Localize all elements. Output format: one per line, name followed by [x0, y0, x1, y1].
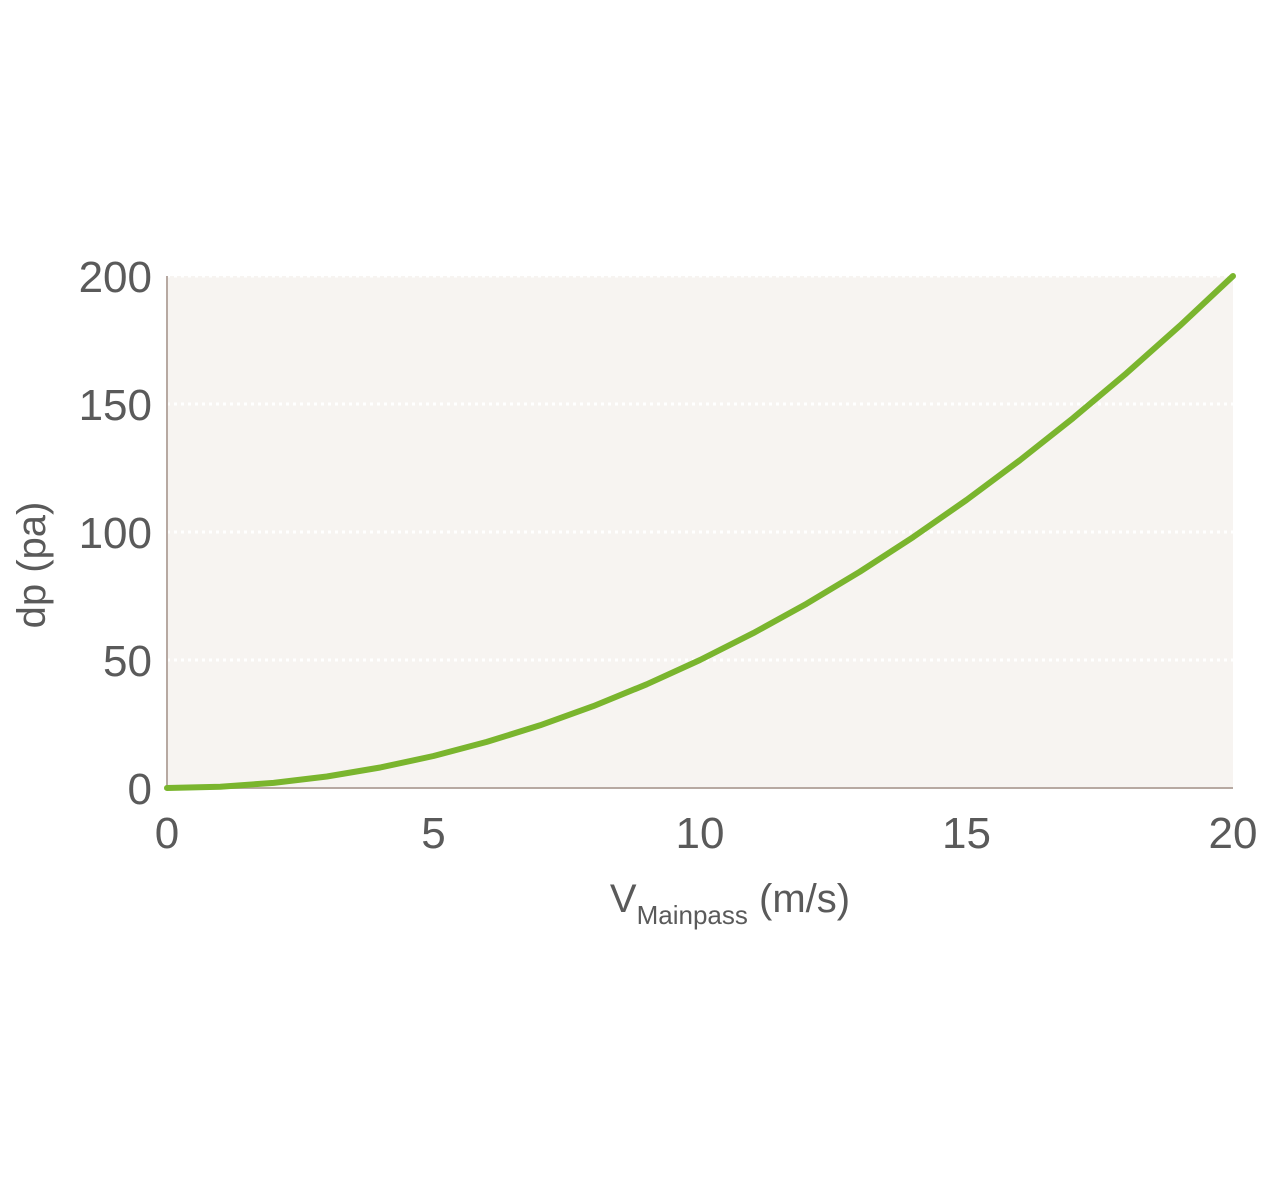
- y-tick-label: 200: [79, 253, 152, 302]
- x-axis-title: VMainpass (m/s): [610, 877, 850, 930]
- x-tick-label: 10: [676, 809, 725, 858]
- y-tick-label: 0: [128, 765, 152, 814]
- axes: [166, 276, 1233, 789]
- x-tick-label: 20: [1209, 809, 1258, 858]
- x-tick-label: 15: [942, 809, 991, 858]
- x-axis-title-main: V: [610, 877, 637, 921]
- x-tick-label: 5: [421, 809, 445, 858]
- y-tick-label: 50: [103, 637, 152, 686]
- x-axis-title-unit: (m/s): [748, 877, 850, 921]
- x-axis-title-subscript: Mainpass: [637, 900, 748, 930]
- series-line: [164, 273, 1236, 791]
- y-tick-label: 150: [79, 381, 152, 430]
- y-tick-label: 100: [79, 509, 152, 558]
- x-tick-labels: 0 5 10 15 20: [155, 809, 1258, 858]
- series: [164, 273, 1236, 791]
- y-axis-title: dp (pa): [10, 502, 54, 629]
- x-tick-label: 0: [155, 809, 179, 858]
- y-tick-labels: 0 50 100 150 200: [79, 253, 152, 814]
